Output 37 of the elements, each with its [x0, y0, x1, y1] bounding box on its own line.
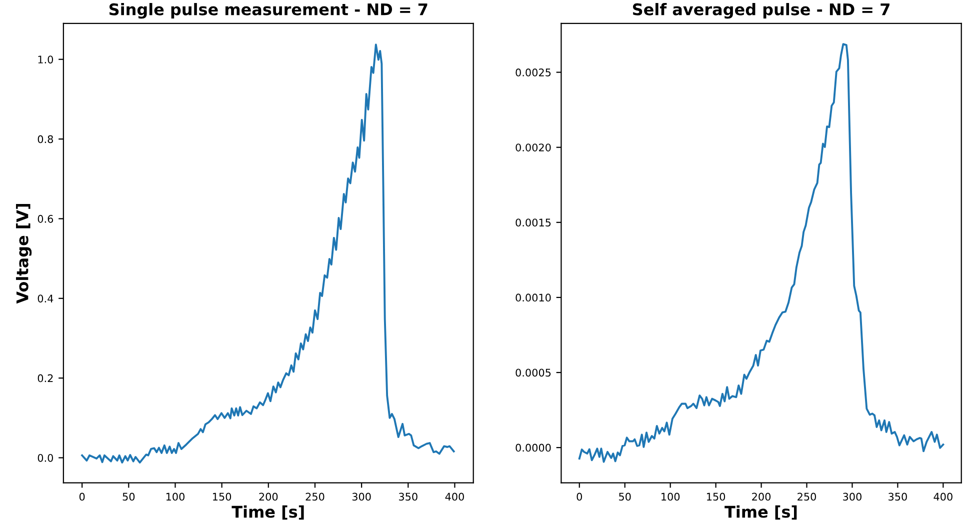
x-tick-label: 0	[79, 492, 85, 501]
x-tick-label: 250	[798, 492, 816, 501]
y-tick-label: 0.0005	[516, 368, 551, 377]
line-series	[81, 44, 455, 464]
x-tick-label: 0	[576, 492, 582, 501]
chart-title: Self averaged pulse - ND = 7	[632, 3, 890, 19]
x-tick-label: 200	[259, 492, 278, 501]
x-tick-label: 350	[399, 492, 418, 501]
x-tick-label: 100	[662, 492, 680, 501]
x-tick-label: 50	[122, 492, 135, 501]
y-tick-label: 0.0020	[516, 144, 551, 152]
y-tick-label: 0.0010	[516, 294, 551, 302]
x-tick-label: 350	[888, 492, 907, 501]
x-tick-label: 150	[213, 492, 232, 501]
y-tick-label: 0.0	[38, 454, 54, 462]
x-tick-label: 300	[843, 492, 862, 501]
x-axis-title: Time [s]	[724, 505, 797, 520]
y-tick-label: 0.4	[38, 294, 54, 302]
y-axis-title: Voltage [V]	[16, 204, 32, 304]
x-tick-label: 50	[619, 492, 631, 501]
y-tick-label: 0.2	[38, 374, 53, 382]
x-tick-label: 200	[752, 492, 771, 501]
line-series	[578, 43, 944, 463]
y-tick-label: 0.8	[38, 135, 54, 144]
x-tick-label: 400	[445, 492, 464, 501]
x-axis-title: Time [s]	[232, 505, 304, 520]
y-tick-label: 0.0015	[516, 218, 551, 226]
chart-title: Single pulse measurement - ND = 7	[109, 3, 428, 19]
y-tick-label: 0.6	[38, 214, 54, 223]
x-tick-label: 150	[707, 492, 726, 501]
y-tick-label: 0.0000	[516, 444, 551, 452]
x-tick-label: 250	[306, 492, 324, 501]
x-tick-label: 100	[166, 492, 184, 501]
x-tick-label: 300	[352, 492, 371, 501]
y-tick-label: 1.0	[38, 56, 54, 64]
x-tick-label: 400	[934, 492, 952, 501]
y-tick-label: 0.0025	[516, 68, 551, 76]
